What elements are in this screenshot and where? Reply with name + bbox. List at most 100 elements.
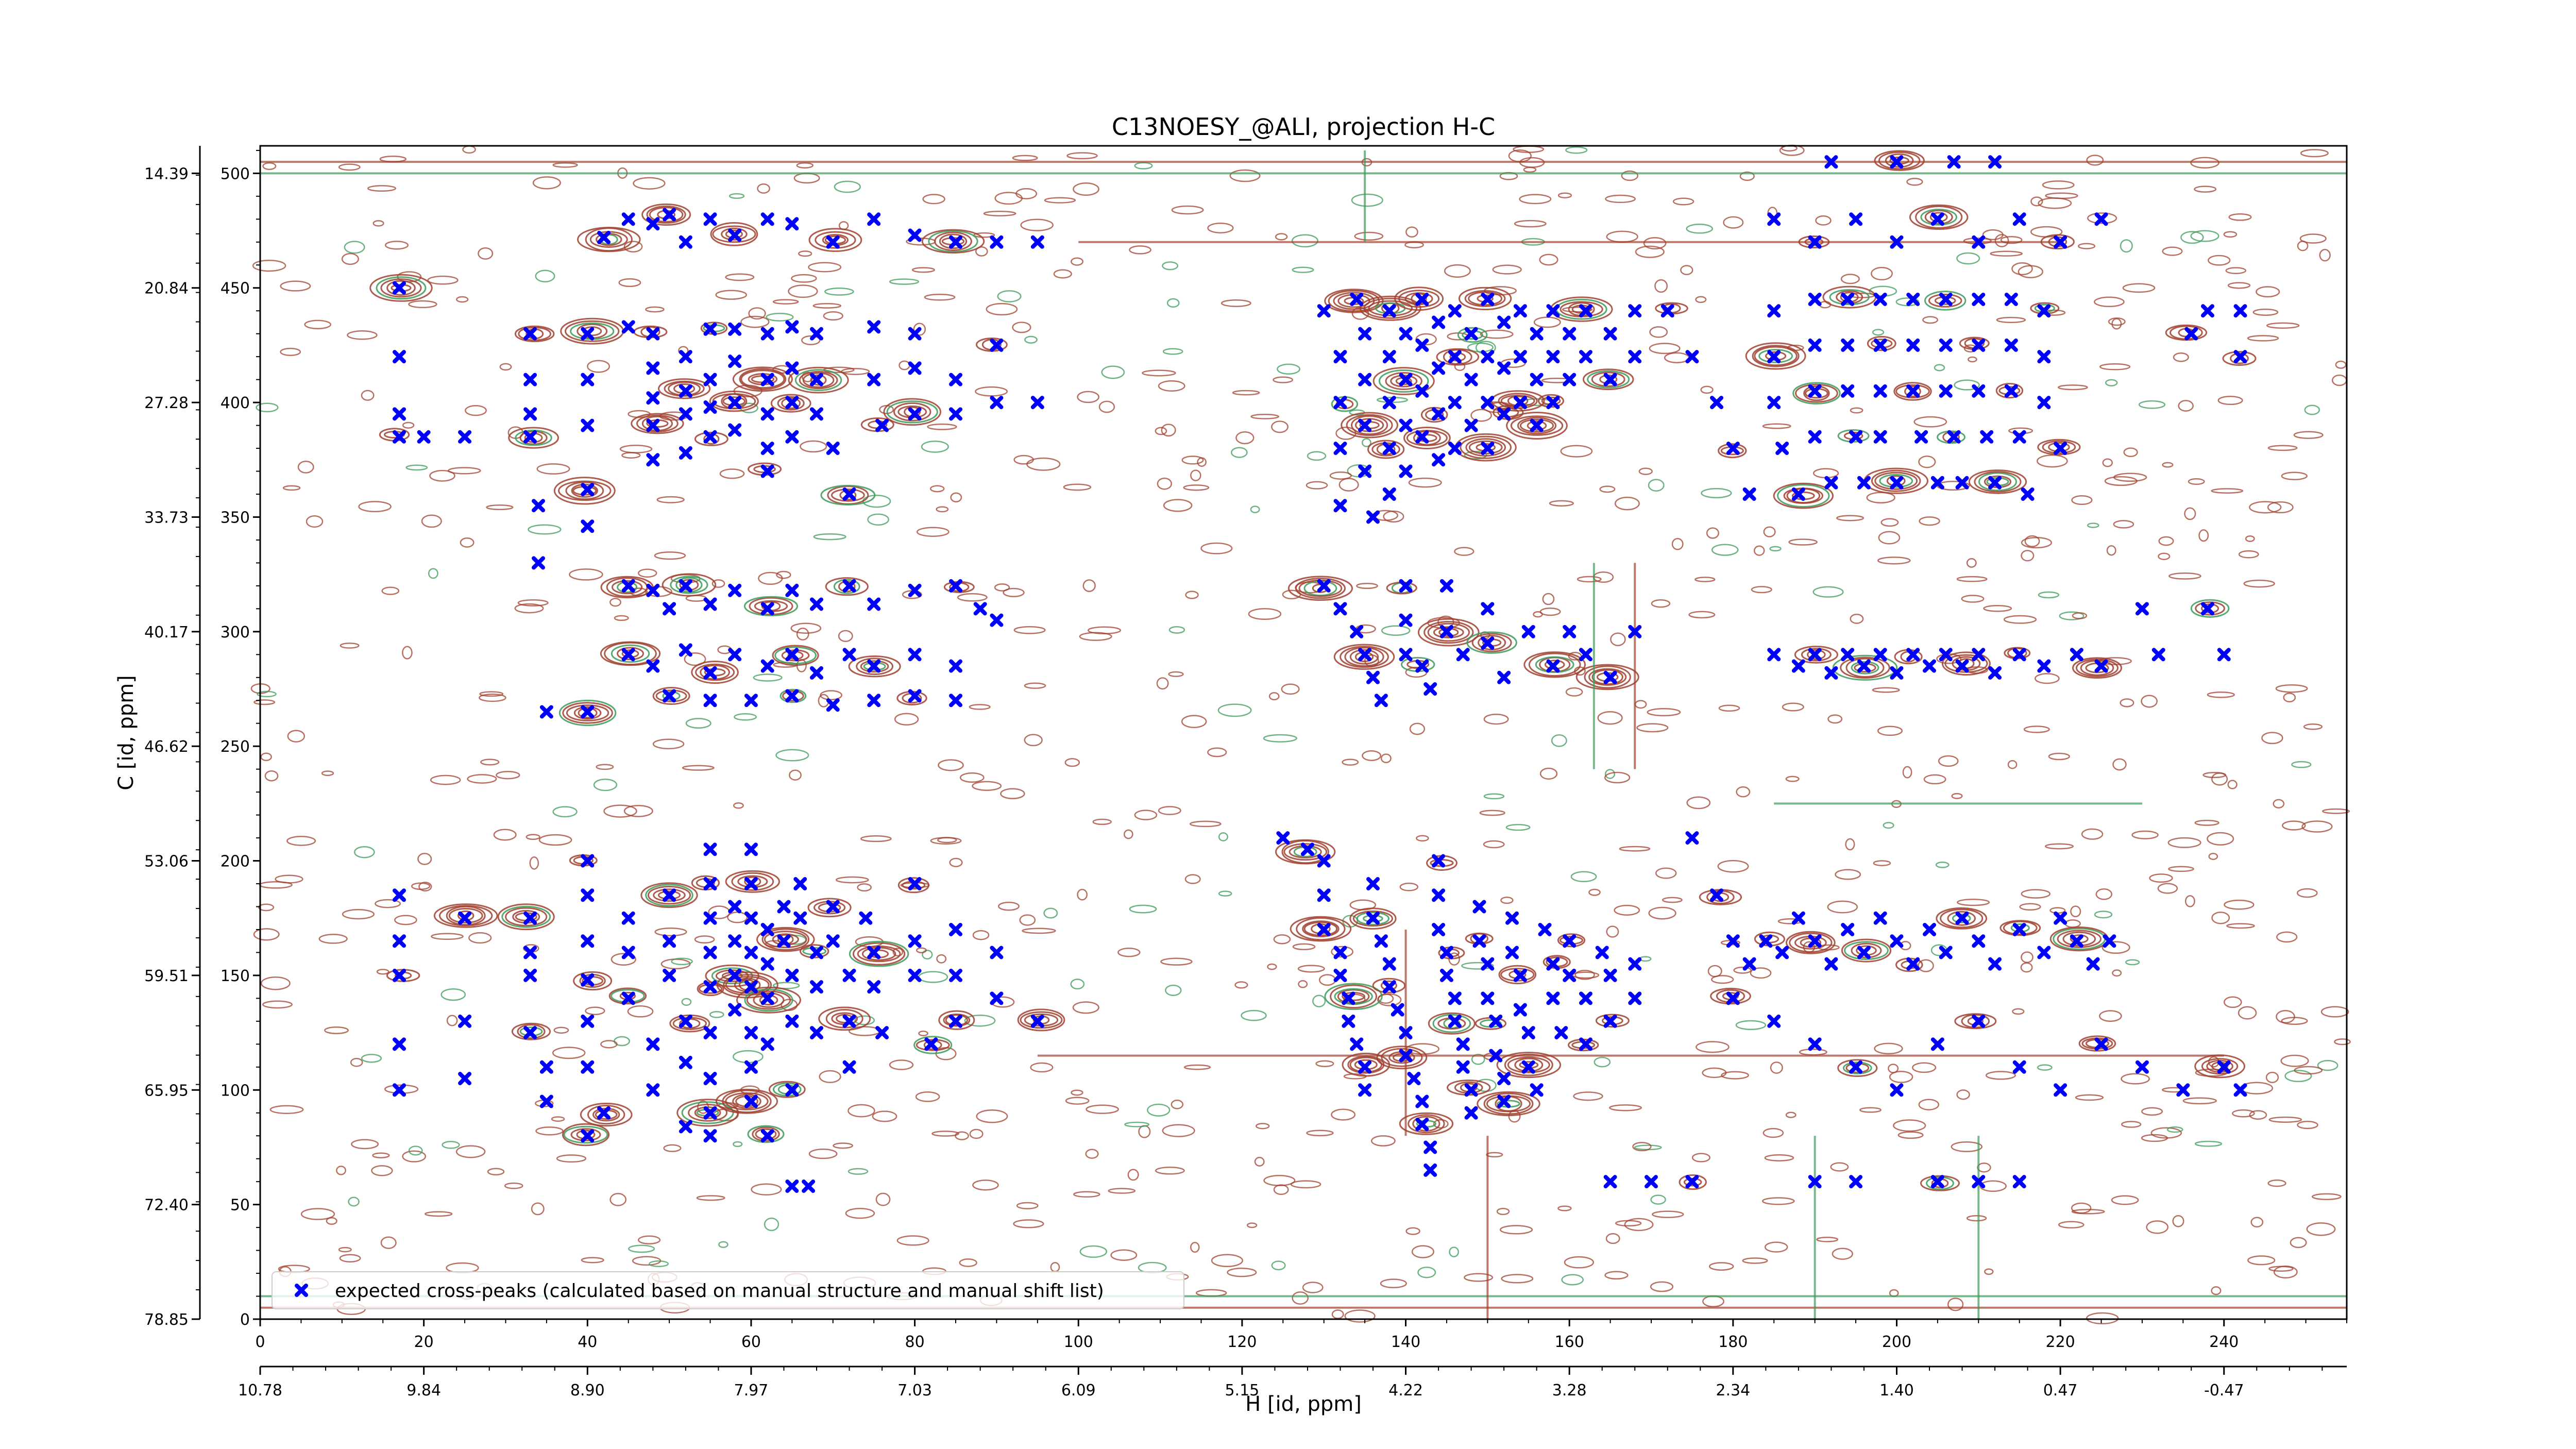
expected-peak-marker [2135,1060,2149,1074]
expected-peak-marker [1808,338,1822,352]
expected-peak-marker [1374,694,1388,707]
noise-contour [2087,212,2117,224]
noise-contour [1492,264,1522,275]
noise-contour [1019,914,1036,926]
peak-contour [709,391,759,412]
y-ppm-tick-label: 46.62 [144,738,189,756]
peak-contour [1924,209,1953,225]
noise-contour [1449,1246,1459,1257]
peak-contour [439,905,493,926]
expected-peak-marker [646,1037,660,1051]
peak-contour [600,576,654,599]
noise-contour [1470,409,1492,422]
noise-contour [1597,711,1623,725]
noise-contour [1923,774,1946,785]
noise-contour [321,770,334,776]
peak-contour [1679,1174,1707,1190]
peak-contour [655,689,687,702]
noise-contour [1015,188,1038,199]
noise-contour [1735,1020,1767,1031]
noise-contour [2320,1006,2349,1018]
noise-contour [1565,146,1588,154]
noise-contour [569,568,603,581]
noise-contour [256,402,279,413]
expected-peak-marker [1603,1014,1617,1028]
noise-contour [2071,495,2093,506]
expected-peak-marker [1579,1037,1592,1051]
expected-peak-marker [1448,304,1462,318]
expected-peak-marker [1603,1175,1617,1189]
peak-contour [732,366,793,392]
noise-contour [1551,734,1567,747]
noise-contour [2035,673,2060,684]
noise-contour [1086,1104,1119,1114]
expected-peak-marker [1563,373,1577,386]
noise-contour [2112,969,2122,977]
noise-contour [1292,1291,1309,1305]
noise-contour [711,579,725,588]
noise-contour [2180,231,2204,244]
noise-contour [911,267,935,273]
noise-contour [1873,860,1891,866]
noise-contour [1181,456,1204,465]
noise-contour [860,835,892,843]
noise-contour [1815,215,1832,226]
noise-contour [918,1030,928,1037]
expected-peak-marker [1972,1175,1986,1189]
expected-peak-marker [1579,350,1592,364]
expected-peak-marker [1358,327,1372,341]
noise-contour [833,1142,854,1149]
expected-peak-marker [1873,911,1887,925]
noise-contour [1514,220,1547,228]
expected-peak-marker [2037,946,2051,959]
peak-contour [1458,287,1512,311]
peak-contour [928,230,978,252]
expected-peak-marker [1579,648,1592,662]
expected-peak-marker [785,320,799,334]
expected-peak-marker [949,407,962,421]
expected-peak-marker [1415,292,1429,306]
peak-contour [2195,601,2225,616]
noise-contour [671,957,693,966]
noise-contour [1234,981,1248,989]
peak-contour [1845,658,1885,678]
noise-contour [551,1116,565,1122]
noise-contour [1065,1097,1090,1105]
noise-contour [796,628,809,641]
x-index-tick-label: 240 [2209,1333,2239,1351]
noise-contour [1505,823,1531,831]
noise-contour [715,290,747,300]
noise-contour [2037,1064,2053,1071]
expected-peak-marker [1890,476,1904,490]
peak-contour [2057,930,2102,948]
peak-contour [1352,911,1393,927]
noise-contour [1739,171,1755,181]
expected-peak-marker [1775,442,1789,456]
peak-contour [1557,933,1586,948]
expected-peak-marker [1890,155,1904,169]
noise-contour [1471,1054,1485,1065]
noise-contour [252,259,286,272]
peak-contour [740,369,785,389]
peak-contour [1789,932,1833,953]
expected-peak-marker [1824,155,1838,169]
expected-peak-marker [1939,648,1953,662]
peak-contour [1523,651,1586,678]
noise-contour [1250,506,1260,513]
y-index-tick-label: 350 [221,509,250,527]
peak-contour [617,647,644,661]
noise-contour [2021,951,2033,964]
noise-contour [1013,454,1034,465]
peak-contour [1995,383,2024,399]
expected-peak-marker [1530,373,1544,386]
expected-peak-marker [1382,350,1396,364]
expected-peak-marker [703,400,717,414]
noise-contour [1183,484,1210,491]
noise-contour [440,988,466,1001]
noise-contour [916,947,927,953]
expected-peak-marker [810,946,823,959]
peak-contour [777,396,805,411]
peak-contour [1330,984,1378,1009]
noise-contour [924,294,956,301]
peak-contour [688,1104,728,1122]
